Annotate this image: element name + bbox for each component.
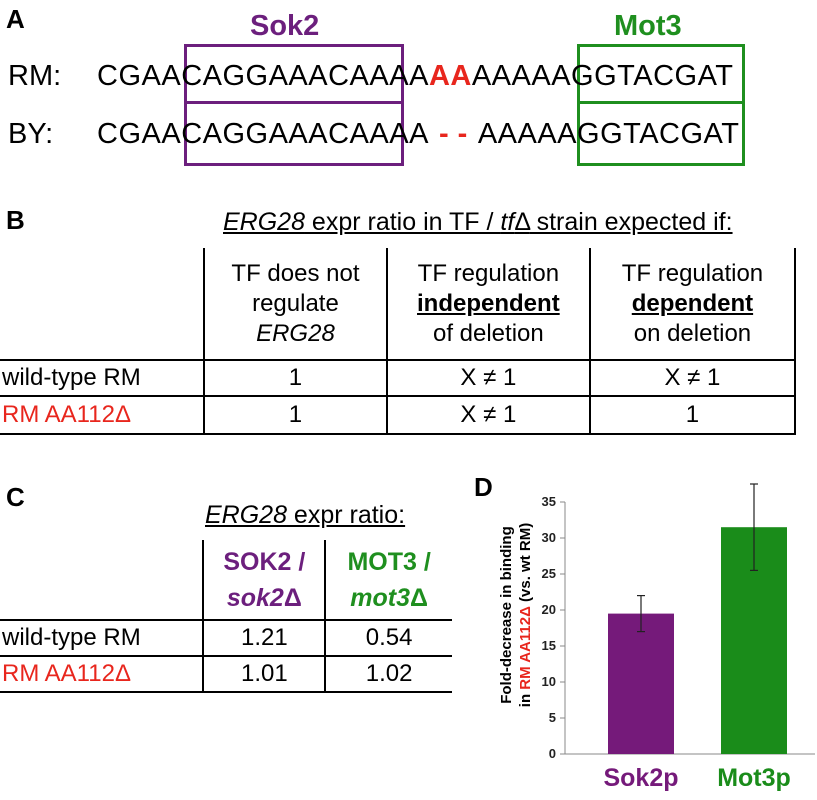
by-sequence: CGAACAGGAAACAAAA - - AAAAAGGTACGAT — [97, 118, 739, 151]
by-seq-pre: CGAA — [97, 118, 182, 150]
col2-line3: of deletion — [432, 319, 544, 347]
mot3-title: Mot3 — [614, 10, 682, 42]
c-col2-delta: Δ — [409, 583, 428, 612]
cell: 1.01 — [202, 655, 326, 693]
panel-c-title: ERG28 expr ratio: — [205, 501, 405, 530]
by-seq-mid1: AAA — [369, 118, 429, 150]
panel-d-letter: D — [474, 472, 493, 502]
panel-b-title-tf: tf — [500, 208, 515, 236]
sok2-title: Sok2 — [250, 10, 320, 42]
c-col1-line1: SOK2 / — [223, 547, 306, 576]
y-tick-label: 15 — [542, 638, 556, 653]
y-axis-label-line1: Fold-decrease in binding — [498, 526, 515, 704]
y-tick-label: 10 — [542, 674, 556, 689]
cell: X ≠ 1 — [385, 395, 590, 435]
panel-a-letter: A — [6, 4, 25, 34]
cell: X ≠ 1 — [588, 359, 797, 396]
cell: 1 — [203, 395, 387, 435]
expected-ratio-table: TF does not regulate ERG28 TF regulation… — [0, 248, 797, 435]
panel-b-letter: B — [6, 205, 25, 235]
cell: 0.54 — [324, 619, 452, 656]
bar-sok2p — [608, 613, 674, 754]
mot3-box-by — [577, 101, 745, 166]
by-seq-mid2: AAA — [477, 118, 538, 150]
by-seq-post: GAT — [680, 118, 740, 150]
y-tick-label: 20 — [542, 602, 556, 617]
by-seq-gap: - - — [438, 118, 468, 150]
category-label: Mot3p — [717, 764, 791, 792]
c-col1-delta: Δ — [283, 583, 302, 612]
y-tick-label: 5 — [549, 710, 556, 725]
row-label-deletion: RM AA112Δ — [0, 655, 204, 693]
rm-seq-mid1: AAA — [369, 60, 429, 92]
cell: 1.21 — [202, 619, 326, 656]
y-tick-label: 30 — [542, 530, 556, 545]
panel-b-title-delta: Δ — [514, 208, 530, 236]
panel-c-letter: C — [6, 482, 25, 512]
col-sok2: SOK2 / sok2Δ — [202, 540, 326, 620]
col1-line1: TF does not — [231, 259, 360, 287]
y-tick-label: 25 — [542, 566, 556, 581]
panel-c-title-rest: expr ratio: — [286, 501, 406, 529]
col3-line3: on deletion — [633, 319, 752, 347]
col-independent: TF regulation independent of deletion — [385, 248, 590, 360]
col1-line2: regulate — [252, 289, 339, 317]
col-dependent: TF regulation dependent on deletion — [588, 248, 797, 360]
col2-line2: independent — [417, 289, 560, 317]
col3-line2: dependent — [631, 289, 754, 317]
fold-decrease-bar-chart: 0 5 10 15 20 25 30 35 Sok2p Mot3p — [542, 483, 815, 792]
cell: 1.02 — [324, 655, 452, 693]
y-tick-label: 0 — [549, 746, 556, 761]
cell: X ≠ 1 — [385, 359, 590, 396]
category-label: Sok2p — [603, 764, 678, 792]
table-row: RM AA112Δ 1 X ≠ 1 1 — [0, 395, 797, 435]
y-tick-label: 35 — [542, 494, 556, 509]
c-col2-line1: MOT3 / — [347, 547, 431, 576]
by-sequence-label: BY: — [8, 118, 54, 150]
panel-b-title-mid: expr ratio in TF / — [304, 208, 501, 236]
panel-b-title-end: strain expected if: — [529, 208, 733, 236]
col-no-regulation: TF does not regulate ERG28 — [203, 248, 387, 360]
rm-seq-insert: AA — [428, 60, 472, 92]
panel-b-title: ERG28 expr ratio in TF / tfΔ strain expe… — [223, 208, 733, 237]
panel-c-title-gene: ERG28 — [205, 501, 287, 529]
by-seq-mot3-site: AAGGTAC — [537, 118, 681, 150]
by-seq-sok2-site: CAGGAAACA — [181, 118, 370, 150]
table-row: wild-type RM 1.21 0.54 — [0, 619, 452, 656]
table-row: RM AA112Δ 1.01 1.02 — [0, 655, 452, 693]
col-mot3: MOT3 / mot3Δ — [324, 540, 452, 620]
table-row: wild-type RM 1 X ≠ 1 X ≠ 1 — [0, 359, 797, 396]
row-label-wild-type: wild-type RM — [0, 359, 205, 396]
cell: 1 — [203, 359, 387, 396]
row-label-wild-type: wild-type RM — [0, 619, 204, 656]
rm-seq-post: GAT — [674, 60, 734, 92]
row-label-deletion: RM AA112Δ — [0, 395, 205, 435]
measured-ratio-table: SOK2 / sok2Δ MOT3 / mot3Δ wild-type RM 1… — [0, 540, 452, 693]
c-col2-italic: mot3 — [350, 583, 410, 612]
rm-sequence-label: RM: — [8, 60, 62, 92]
rm-sequence: CGAACAGGAAACAAAAAAAAAAAGGTACGAT — [97, 60, 733, 93]
panel-b-title-gene: ERG28 — [223, 208, 305, 236]
rm-seq-mot3-site: AAGGTAC — [531, 60, 675, 92]
rm-seq-sok2-site: CAGGAAACA — [181, 60, 370, 92]
sok2-box-by — [184, 101, 404, 166]
col3-line1: TF regulation — [621, 259, 764, 287]
cell: 1 — [588, 395, 797, 435]
c-col1-italic: sok2 — [226, 583, 284, 612]
col2-line1: TF regulation — [417, 259, 560, 287]
rm-seq-mid2: AAA — [471, 60, 532, 92]
rm-seq-pre: CGAA — [97, 60, 182, 92]
col1-line3: ERG28 — [256, 319, 335, 347]
